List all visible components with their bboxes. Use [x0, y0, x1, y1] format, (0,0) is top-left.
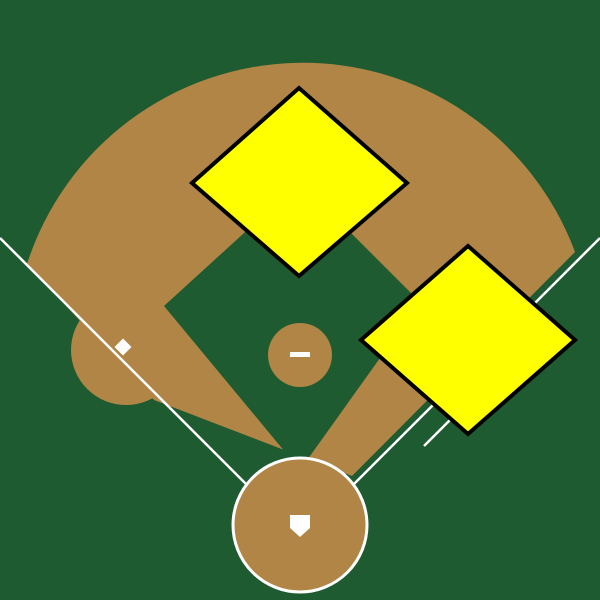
pitchers-rubber	[290, 352, 310, 357]
second-base-highlight[interactable]	[188, 85, 411, 279]
home-plate	[290, 515, 310, 537]
foul-line-left	[0, 237, 251, 489]
third-base	[114, 338, 132, 356]
first-base-highlight[interactable]	[357, 243, 579, 437]
first-base-runner-lane	[423, 417, 453, 447]
